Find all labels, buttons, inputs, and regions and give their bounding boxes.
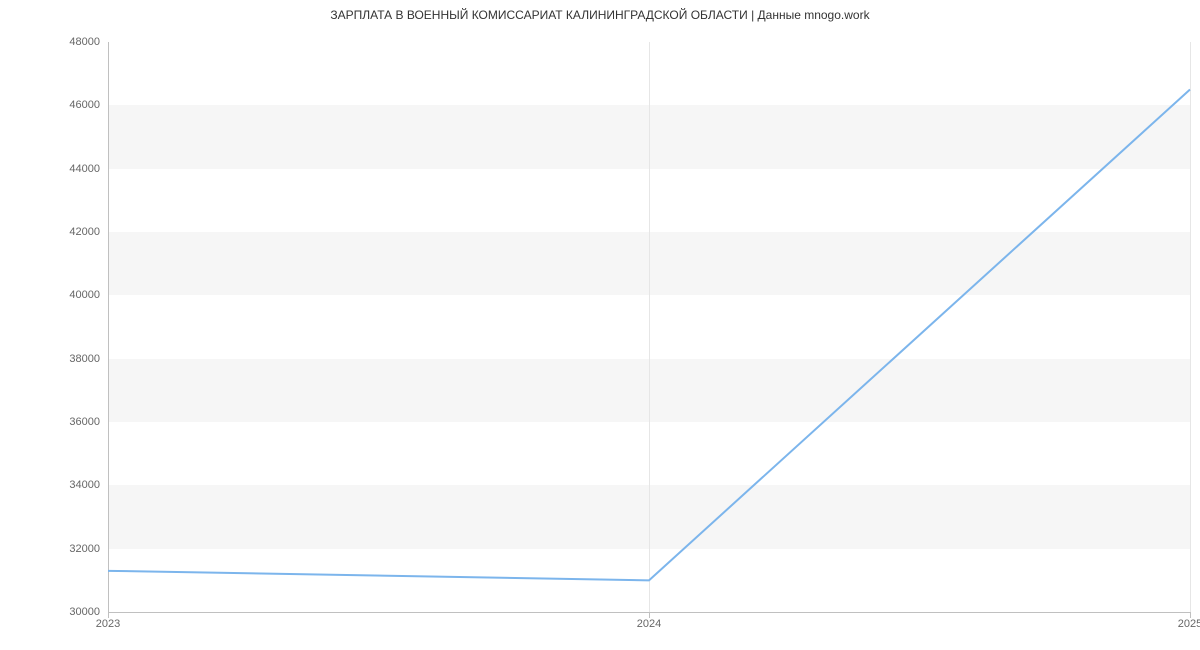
y-tick-label: 42000 xyxy=(69,226,100,238)
x-gridline xyxy=(1190,42,1191,612)
y-tick-label: 48000 xyxy=(69,36,100,48)
y-tick-label: 44000 xyxy=(69,163,100,175)
line-chart: ЗАРПЛАТА В ВОЕННЫЙ КОМИССАРИАТ КАЛИНИНГР… xyxy=(0,0,1200,650)
plot-area: 3000032000340003600038000400004200044000… xyxy=(108,42,1190,612)
y-tick-label: 38000 xyxy=(69,353,100,365)
series-layer xyxy=(108,42,1190,612)
chart-title: ЗАРПЛАТА В ВОЕННЫЙ КОМИССАРИАТ КАЛИНИНГР… xyxy=(0,8,1200,22)
x-tick-label: 2023 xyxy=(96,618,120,630)
y-tick-label: 40000 xyxy=(69,289,100,301)
x-tick-label: 2024 xyxy=(637,618,661,630)
y-tick-label: 32000 xyxy=(69,543,100,555)
x-tick-label: 2025 xyxy=(1178,618,1200,630)
y-tick-label: 34000 xyxy=(69,479,100,491)
y-tick-label: 36000 xyxy=(69,416,100,428)
y-tick-label: 46000 xyxy=(69,99,100,111)
series-line-salary xyxy=(108,90,1190,581)
y-tick-label: 30000 xyxy=(69,606,100,618)
